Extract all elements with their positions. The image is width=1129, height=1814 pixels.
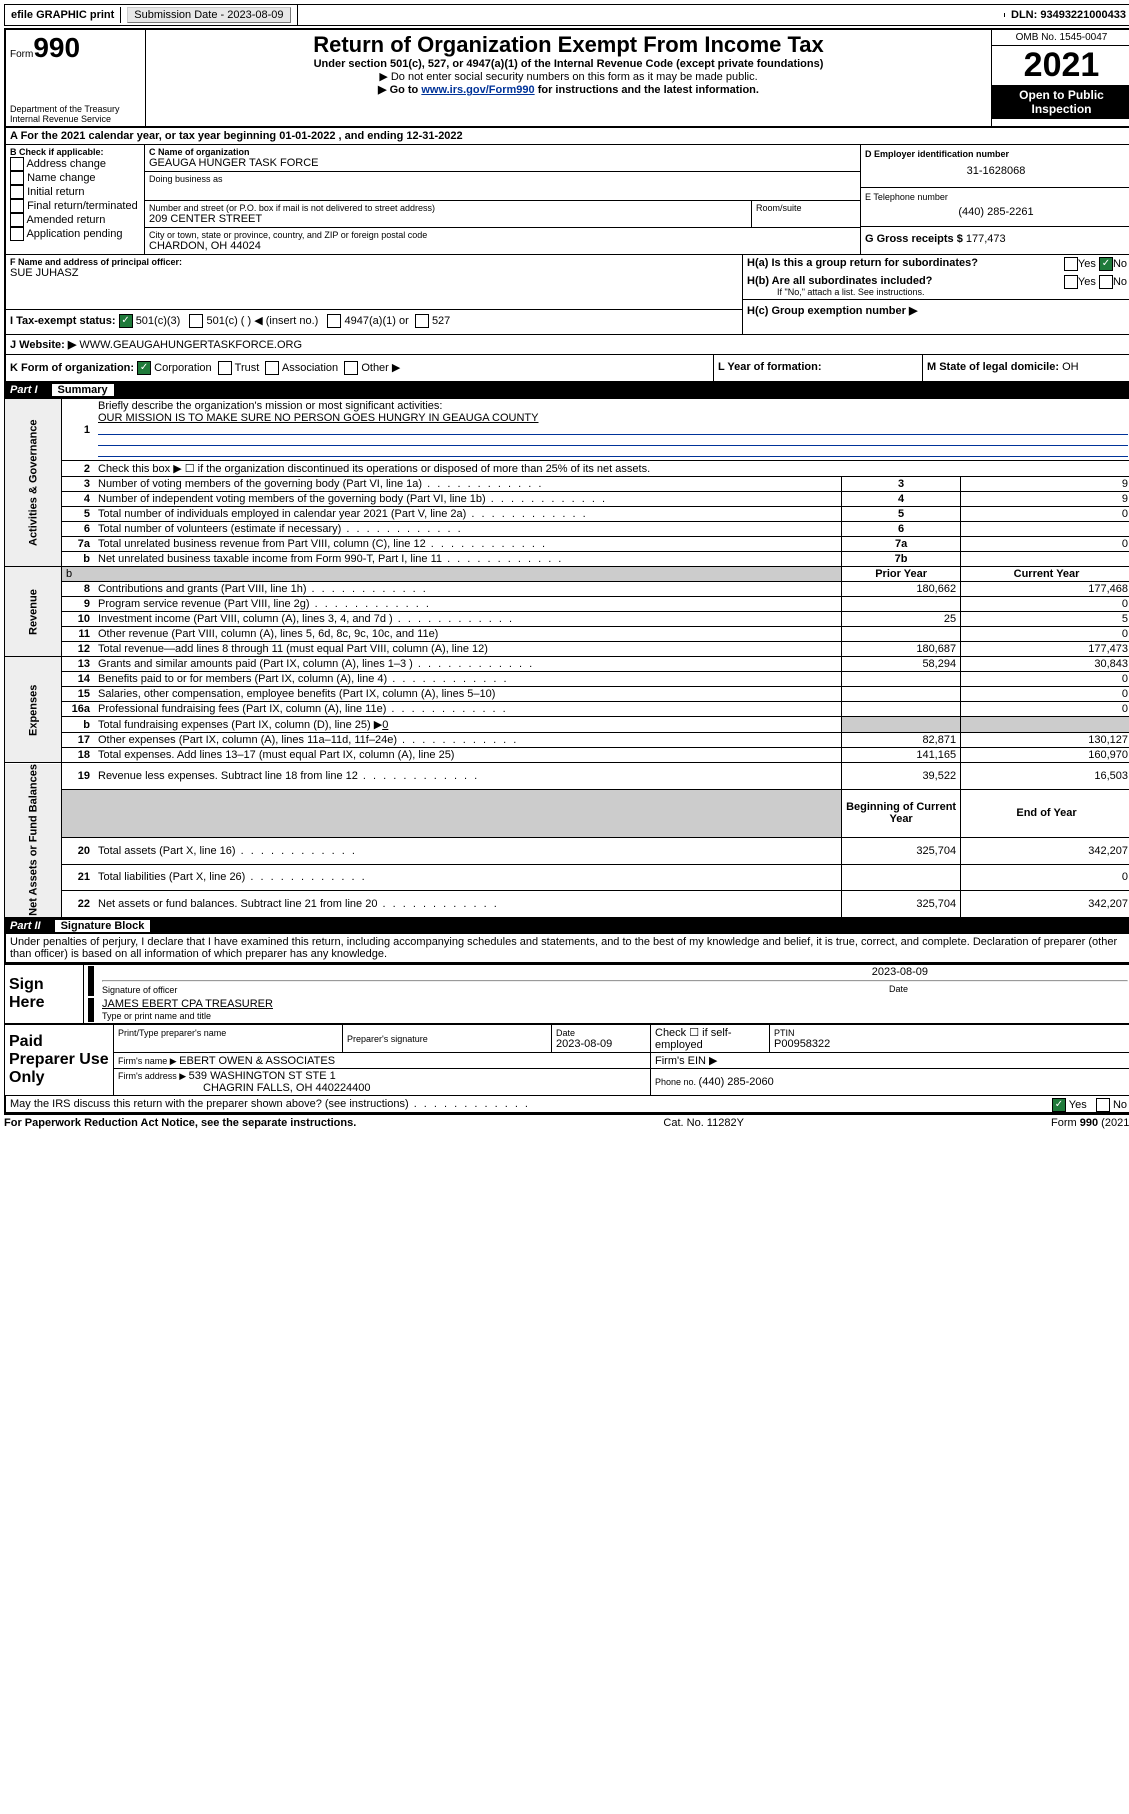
app-pending-check[interactable]: Application pending: [10, 227, 140, 241]
goto-note: ▶ Go to www.irs.gov/Form990 for instruct…: [150, 83, 987, 96]
paid-preparer-block: Paid Preparer Use Only Print/Type prepar…: [4, 1024, 1129, 1096]
ssn-note: ▶ Do not enter social security numbers o…: [150, 70, 987, 83]
part1-table: Activities & Governance 1 Briefly descri…: [4, 398, 1129, 918]
form-header: Form990 Department of the Treasury Inter…: [4, 28, 1129, 128]
amended-return-check[interactable]: Amended return: [10, 213, 140, 227]
ein: 31-1628068: [865, 159, 1127, 183]
mission-text: OUR MISSION IS TO MAKE SURE NO PERSON GO…: [98, 412, 539, 424]
discuss-yes[interactable]: [1052, 1098, 1066, 1112]
ptin: P00958322: [774, 1038, 1128, 1050]
dept-label: Department of the Treasury: [10, 104, 141, 114]
ha-no[interactable]: [1099, 257, 1113, 271]
entity-block: B Check if applicable: Address change Na…: [4, 145, 1129, 255]
line4-value: 9: [961, 492, 1129, 507]
officer-block: F Name and address of principal officer:…: [4, 255, 1129, 335]
officer-name: SUE JUHASZ: [10, 267, 738, 279]
form-subtitle: Under section 501(c), 527, or 4947(a)(1)…: [150, 58, 987, 70]
line6-value: [961, 522, 1129, 537]
hb-yes[interactable]: [1064, 275, 1078, 289]
side-expenses: Expenses: [5, 657, 62, 763]
527-check[interactable]: [415, 314, 429, 328]
klm-row: K Form of organization: Corporation Trus…: [4, 355, 1129, 382]
hb-no[interactable]: [1099, 275, 1113, 289]
org-city: CHARDON, OH 44024: [149, 240, 856, 252]
sign-here-block: Sign Here 2023-08-09 Signature of office…: [4, 964, 1129, 1024]
assoc-check[interactable]: [265, 361, 279, 375]
form-number: 990: [33, 32, 80, 63]
part1-header: Part I Summary: [4, 382, 1129, 398]
org-name: GEAUGA HUNGER TASK FORCE: [149, 157, 856, 169]
website-value: WWW.GEAUGAHUNGERTASKFORCE.ORG: [79, 339, 302, 351]
firm-name: EBERT OWEN & ASSOCIATES: [179, 1055, 335, 1067]
side-activities: Activities & Governance: [5, 399, 62, 567]
corp-check[interactable]: [137, 361, 151, 375]
irs-label: Internal Revenue Service: [10, 114, 141, 124]
submission-date-button[interactable]: Submission Date - 2023-08-09: [127, 7, 290, 23]
gross-receipts: 177,473: [966, 233, 1006, 245]
line3-value: 9: [961, 477, 1129, 492]
side-netassets: Net Assets or Fund Balances: [5, 763, 62, 918]
page-footer: For Paperwork Reduction Act Notice, see …: [4, 1114, 1129, 1129]
side-revenue: Revenue: [5, 567, 62, 657]
discuss-no[interactable]: [1096, 1098, 1110, 1112]
line7a-value: 0: [961, 537, 1129, 552]
officer-printed-name: JAMES EBERT CPA TREASURER: [102, 998, 273, 1010]
line5-value: 0: [961, 507, 1129, 522]
501c-check[interactable]: [189, 314, 203, 328]
top-toolbar: efile GRAPHIC print Submission Date - 20…: [4, 4, 1129, 26]
501c3-check[interactable]: [119, 314, 133, 328]
perjury-statement: Under penalties of perjury, I declare th…: [4, 934, 1129, 964]
firm-phone: (440) 285-2060: [699, 1076, 774, 1088]
website-row: J Website: ▶ WWW.GEAUGAHUNGERTASKFORCE.O…: [4, 335, 1129, 355]
domicile-state: OH: [1062, 361, 1079, 373]
line7b-value: [961, 552, 1129, 567]
other-check[interactable]: [344, 361, 358, 375]
trust-check[interactable]: [218, 361, 232, 375]
initial-return-check[interactable]: Initial return: [10, 185, 140, 199]
submission-cell: Submission Date - 2023-08-09: [121, 5, 297, 25]
org-street: 209 CENTER STREET: [149, 213, 747, 225]
efile-label: efile GRAPHIC print: [5, 7, 121, 23]
discuss-row: May the IRS discuss this return with the…: [4, 1096, 1129, 1114]
telephone: (440) 285-2261: [865, 202, 1127, 222]
period-row: A For the 2021 calendar year, or tax yea…: [4, 128, 1129, 145]
form-title: Return of Organization Exempt From Incom…: [150, 32, 987, 58]
final-return-check[interactable]: Final return/terminated: [10, 199, 140, 213]
open-inspection: Open to Public Inspection: [992, 85, 1129, 119]
dln-cell: DLN: 93493221000433: [1005, 7, 1129, 23]
4947-check[interactable]: [327, 314, 341, 328]
ha-yes[interactable]: [1064, 257, 1078, 271]
addr-change-check[interactable]: Address change: [10, 157, 140, 171]
omb-number: OMB No. 1545-0047: [992, 30, 1129, 46]
name-change-check[interactable]: Name change: [10, 171, 140, 185]
irs-link[interactable]: www.irs.gov/Form990: [421, 84, 534, 96]
tax-year: 2021: [992, 46, 1129, 85]
part2-header: Part II Signature Block: [4, 918, 1129, 934]
